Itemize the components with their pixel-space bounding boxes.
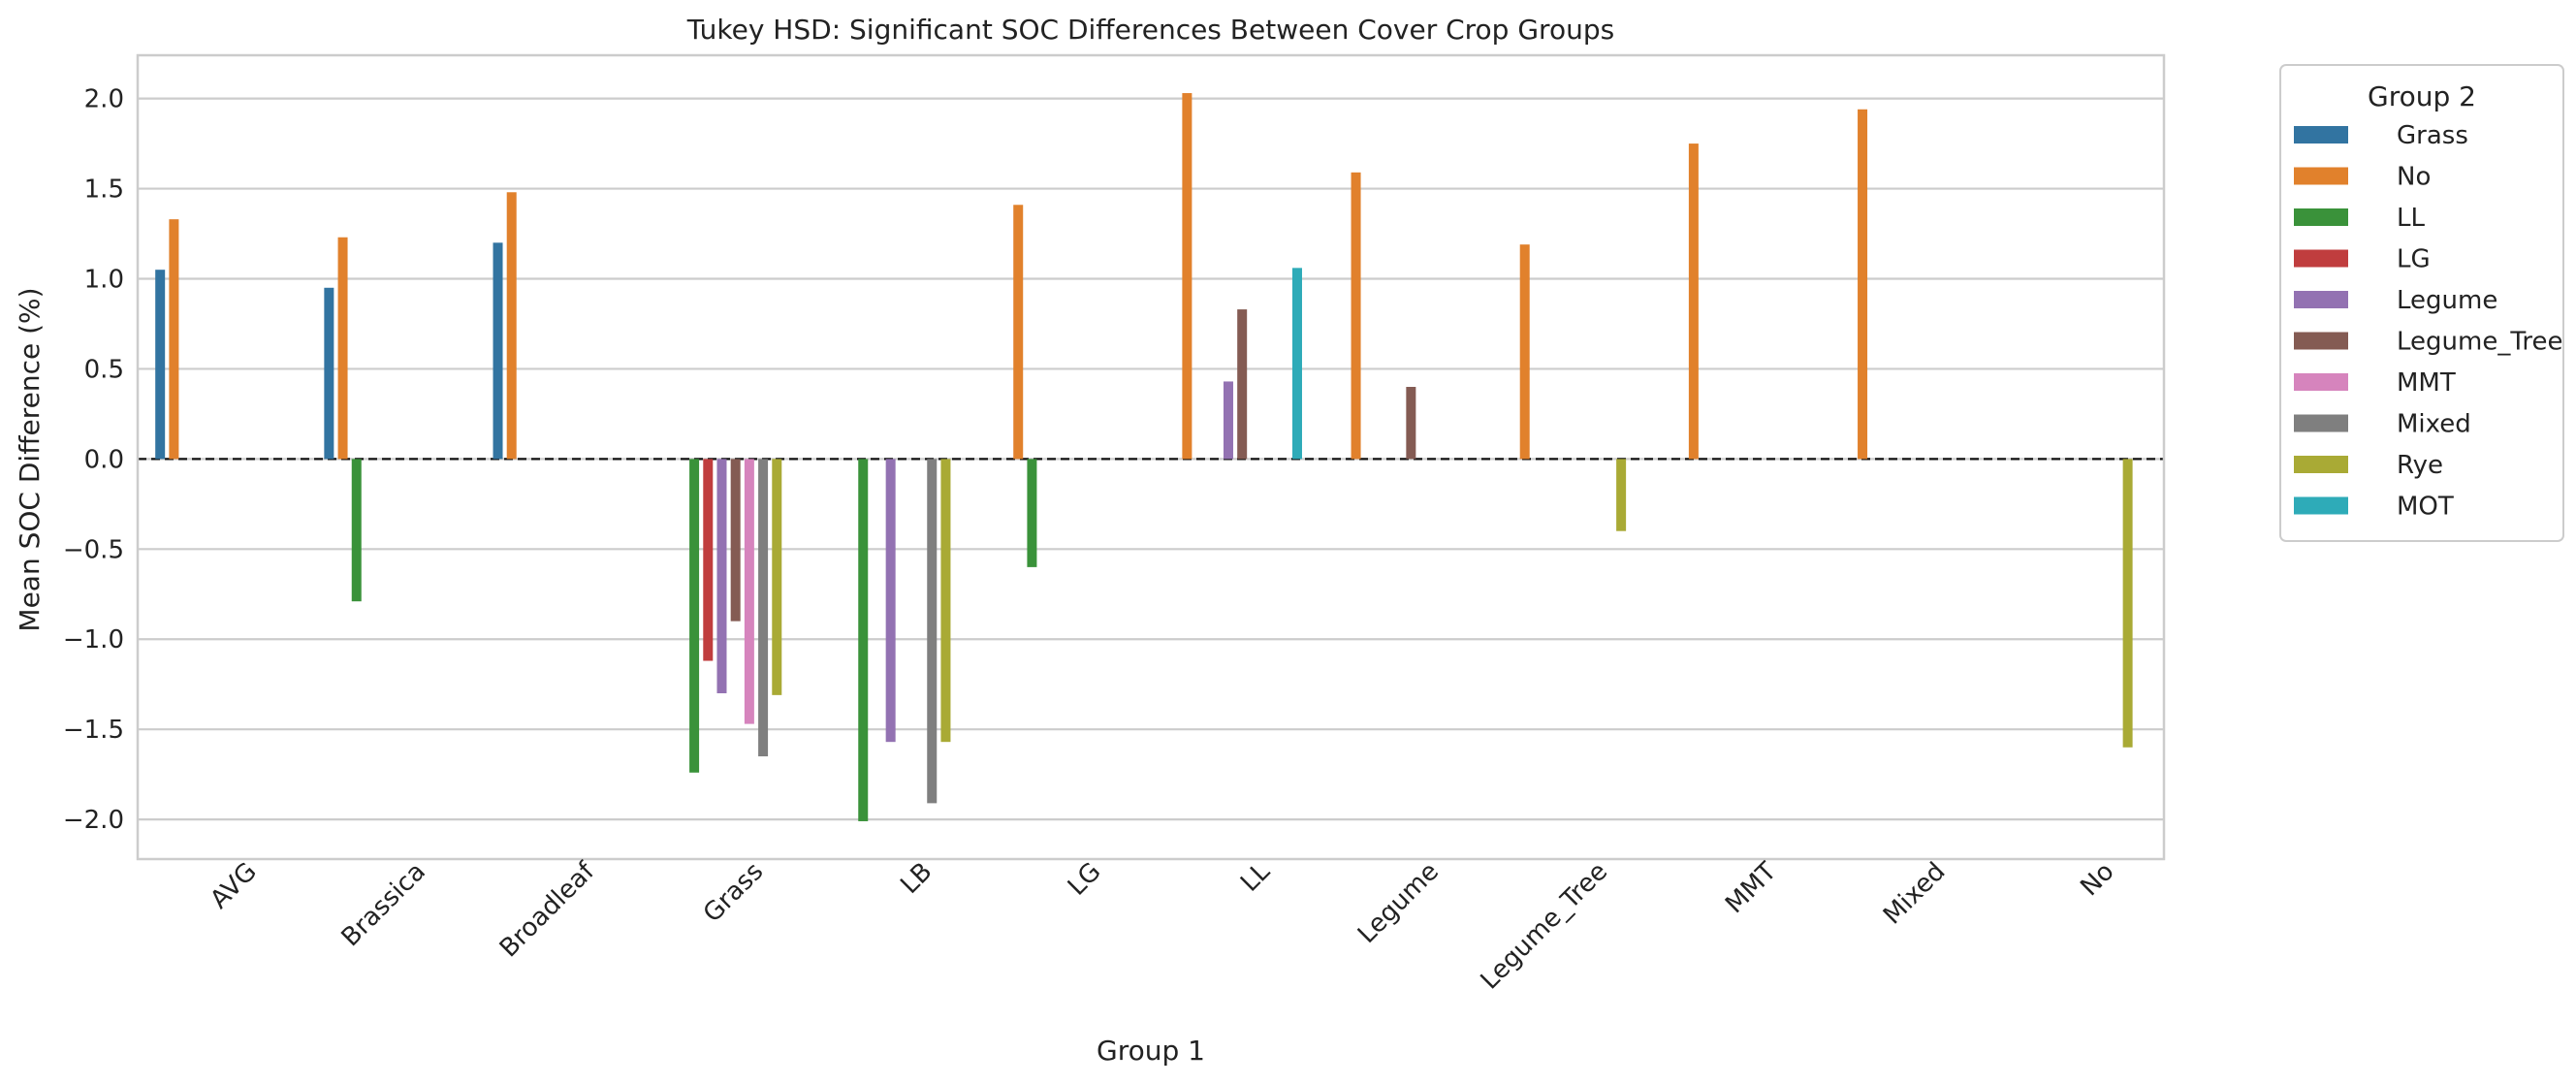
- bar: [324, 287, 334, 460]
- y-tick-label: 1.0: [84, 265, 124, 294]
- legend-entry: MMT: [2397, 368, 2456, 398]
- legend-entry: Legume: [2397, 286, 2497, 315]
- x-tick-label: AVG: [205, 857, 262, 914]
- x-tick-label: Broadleaf: [494, 856, 601, 963]
- legend-entry: Legume_Tree: [2397, 328, 2563, 357]
- legend-entry: LL: [2397, 204, 2425, 233]
- legend-entry: MOT: [2397, 493, 2454, 522]
- legend-swatch: [2294, 332, 2348, 350]
- bar: [155, 270, 166, 460]
- bar: [1351, 172, 1361, 460]
- x-tick-label: Legume: [1352, 857, 1445, 949]
- bar: [1688, 144, 1699, 460]
- legend-title: Group 2: [2368, 80, 2476, 112]
- y-tick-label: −1.5: [63, 716, 124, 745]
- bar: [1223, 381, 1233, 460]
- legend-entry: LG: [2397, 245, 2431, 274]
- bar: [1182, 93, 1193, 460]
- legend-swatch: [2294, 208, 2348, 226]
- y-tick-label: −1.0: [63, 625, 124, 654]
- x-tick-label: Legume_Tree: [1476, 857, 1613, 995]
- legend-swatch: [2294, 373, 2348, 391]
- x-tick-label: MMT: [1720, 857, 1782, 919]
- legend-entry: Rye: [2397, 451, 2443, 480]
- bar: [703, 459, 714, 661]
- y-tick-label: 2.0: [84, 85, 124, 114]
- y-tick-label: 0.5: [84, 355, 124, 384]
- bar: [1858, 109, 1868, 460]
- x-tick-label: Brassica: [336, 857, 431, 952]
- y-tick-label: −2.0: [63, 806, 124, 835]
- bar: [1616, 459, 1627, 531]
- bar: [1013, 205, 1024, 460]
- bars: [155, 93, 2133, 821]
- plot-frame: [136, 53, 2166, 861]
- bar: [506, 192, 517, 460]
- y-axis-label: Mean SOC Difference (%): [14, 287, 46, 631]
- x-tick-label: LB: [895, 857, 938, 900]
- x-tick-label: LG: [1063, 857, 1107, 902]
- bar: [744, 459, 754, 724]
- x-tick-label: No: [2075, 857, 2119, 902]
- bar: [1291, 268, 1302, 460]
- bar: [337, 237, 348, 460]
- y-tick-label: 1.5: [84, 176, 124, 205]
- legend-box: [2279, 64, 2564, 542]
- legend: Group 2 Grass No LL LG Legume Legume_Tree MMT Mi…: [2279, 64, 2564, 542]
- bar: [1237, 309, 1248, 460]
- bar: [772, 459, 782, 695]
- bar: [169, 219, 179, 460]
- bar: [730, 459, 741, 622]
- legend-swatch: [2294, 249, 2348, 268]
- x-tick-label: Mixed: [1878, 857, 1951, 930]
- y-tick-labels: −2.0 −1.5 −1.0 −0.5 0.0 0.5 1.0 1.5 2.0: [63, 85, 124, 835]
- bar: [493, 242, 503, 460]
- legend-entry: Mixed: [2397, 410, 2471, 439]
- bar: [758, 459, 769, 757]
- legend-entry: Grass: [2397, 121, 2468, 150]
- legend-swatch: [2294, 414, 2348, 432]
- bar: [1406, 387, 1416, 460]
- bar: [1027, 459, 1037, 567]
- legend-swatch: [2294, 167, 2348, 185]
- legend-swatch: [2294, 126, 2348, 144]
- x-tick-label: Grass: [698, 857, 769, 928]
- x-axis-label: Group 1: [1097, 1035, 1205, 1067]
- x-tick-labels: AVG Brassica Broadleaf Grass LB LG LL Legume Leg…: [205, 856, 2119, 995]
- x-tick-label: LL: [1235, 857, 1276, 898]
- y-tick-label: −0.5: [63, 535, 124, 564]
- bar: [351, 459, 362, 602]
- legend-entry: No: [2397, 163, 2431, 192]
- bar: [927, 459, 938, 804]
- bar: [940, 459, 951, 743]
- legend-swatch: [2294, 496, 2348, 515]
- legend-swatch: [2294, 291, 2348, 308]
- y-tick-label: 0.0: [84, 445, 124, 474]
- bar: [2122, 459, 2133, 748]
- bar: [858, 459, 869, 821]
- bar: [716, 459, 727, 693]
- bar: [689, 459, 700, 773]
- chart-title: Tukey HSD: Significant SOC Differences B…: [686, 14, 1614, 46]
- bar: [1519, 244, 1530, 460]
- bar: [885, 459, 896, 743]
- legend-swatch: [2294, 456, 2348, 473]
